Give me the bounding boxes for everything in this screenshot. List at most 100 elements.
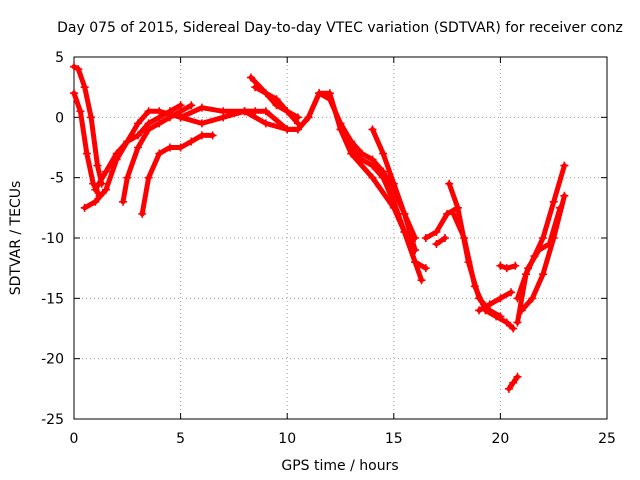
data-point (315, 89, 324, 98)
data-point (509, 324, 518, 333)
data-point (502, 264, 511, 273)
data-point (87, 113, 96, 122)
data-point (133, 143, 142, 152)
series-line (515, 163, 567, 325)
data-point (123, 137, 132, 146)
data-point (357, 149, 366, 158)
chart-title: Day 075 of 2015, Sidereal Day-to-day VTE… (57, 20, 623, 36)
data-point (165, 113, 174, 122)
data-point (560, 191, 569, 200)
data-point (261, 107, 270, 116)
data-point (492, 312, 501, 321)
data-point (496, 261, 505, 270)
data-point (449, 209, 458, 218)
data-point (155, 119, 164, 128)
data-point (80, 203, 89, 212)
data-point (176, 113, 185, 122)
data-point (197, 103, 206, 112)
data-point (165, 143, 174, 152)
data-point (240, 107, 249, 116)
data-point (517, 306, 526, 315)
data-point (76, 107, 85, 116)
data-point (411, 234, 420, 242)
data-point (485, 300, 494, 309)
series-line (423, 205, 461, 241)
data-point (504, 384, 513, 393)
data-point (389, 179, 398, 188)
data-point (89, 179, 98, 188)
data-point (417, 276, 426, 285)
data-point (432, 227, 441, 236)
x-tick-label: 10 (278, 431, 296, 447)
data-point (133, 131, 142, 140)
data-point (155, 149, 164, 158)
data-point (560, 161, 569, 170)
y-axis-label: SDTVAR / TECUs (8, 181, 24, 296)
data-point (524, 264, 533, 273)
series-line (451, 211, 516, 331)
data-point (251, 83, 260, 92)
data-point (513, 372, 522, 381)
series-track-j (251, 83, 302, 128)
data-point (453, 203, 462, 212)
data-point (101, 185, 110, 194)
data-point (144, 107, 153, 116)
data-point (470, 282, 479, 291)
data-point (119, 197, 128, 206)
data-point (187, 101, 196, 110)
series-track-s (513, 161, 569, 327)
y-tick-label: -5 (50, 171, 64, 187)
data-point (513, 318, 522, 327)
data-point (509, 378, 518, 387)
data-point (304, 113, 313, 122)
x-tick-label: 0 (70, 431, 79, 447)
data-point (347, 149, 356, 158)
data-point (272, 95, 281, 104)
data-point (539, 234, 548, 242)
data-point (208, 131, 217, 140)
data-point (502, 318, 511, 327)
series-line (433, 235, 448, 247)
data-point (336, 125, 345, 134)
data-point (549, 234, 558, 242)
data-point (411, 258, 420, 267)
data-point (70, 89, 78, 98)
series-track-e (119, 101, 196, 206)
series-line (446, 181, 503, 319)
data-point (496, 294, 505, 303)
data-point (283, 107, 292, 116)
y-tick-label: -15 (41, 291, 64, 307)
data-point (368, 155, 377, 164)
series-line (252, 84, 301, 126)
data-point (368, 125, 377, 134)
series-track-l (368, 125, 420, 242)
y-tick-label: 0 (55, 110, 64, 126)
data-point (283, 125, 292, 134)
data-point (507, 288, 516, 297)
data-point (138, 209, 147, 218)
series-line (120, 102, 194, 205)
series-line (519, 193, 567, 313)
data-point (421, 234, 430, 242)
x-tick-label: 5 (176, 431, 185, 447)
data-point (187, 137, 196, 146)
data-point (80, 83, 89, 92)
series-track-v (504, 372, 522, 393)
data-point (144, 173, 153, 182)
y-tick-label: 5 (55, 50, 64, 66)
data-point (74, 65, 83, 74)
data-point (91, 185, 100, 194)
series-track-k (336, 125, 430, 273)
data-point (400, 209, 409, 218)
data-point (400, 227, 409, 236)
series-line (476, 289, 514, 313)
data-point (176, 143, 185, 152)
data-point (475, 306, 484, 315)
data-point (379, 167, 388, 176)
x-tick-label: 20 (491, 431, 509, 447)
series-track-f (138, 131, 217, 218)
y-tick-label: -25 (41, 412, 64, 428)
data-point (70, 62, 78, 71)
x-tick-label: 15 (385, 431, 403, 447)
